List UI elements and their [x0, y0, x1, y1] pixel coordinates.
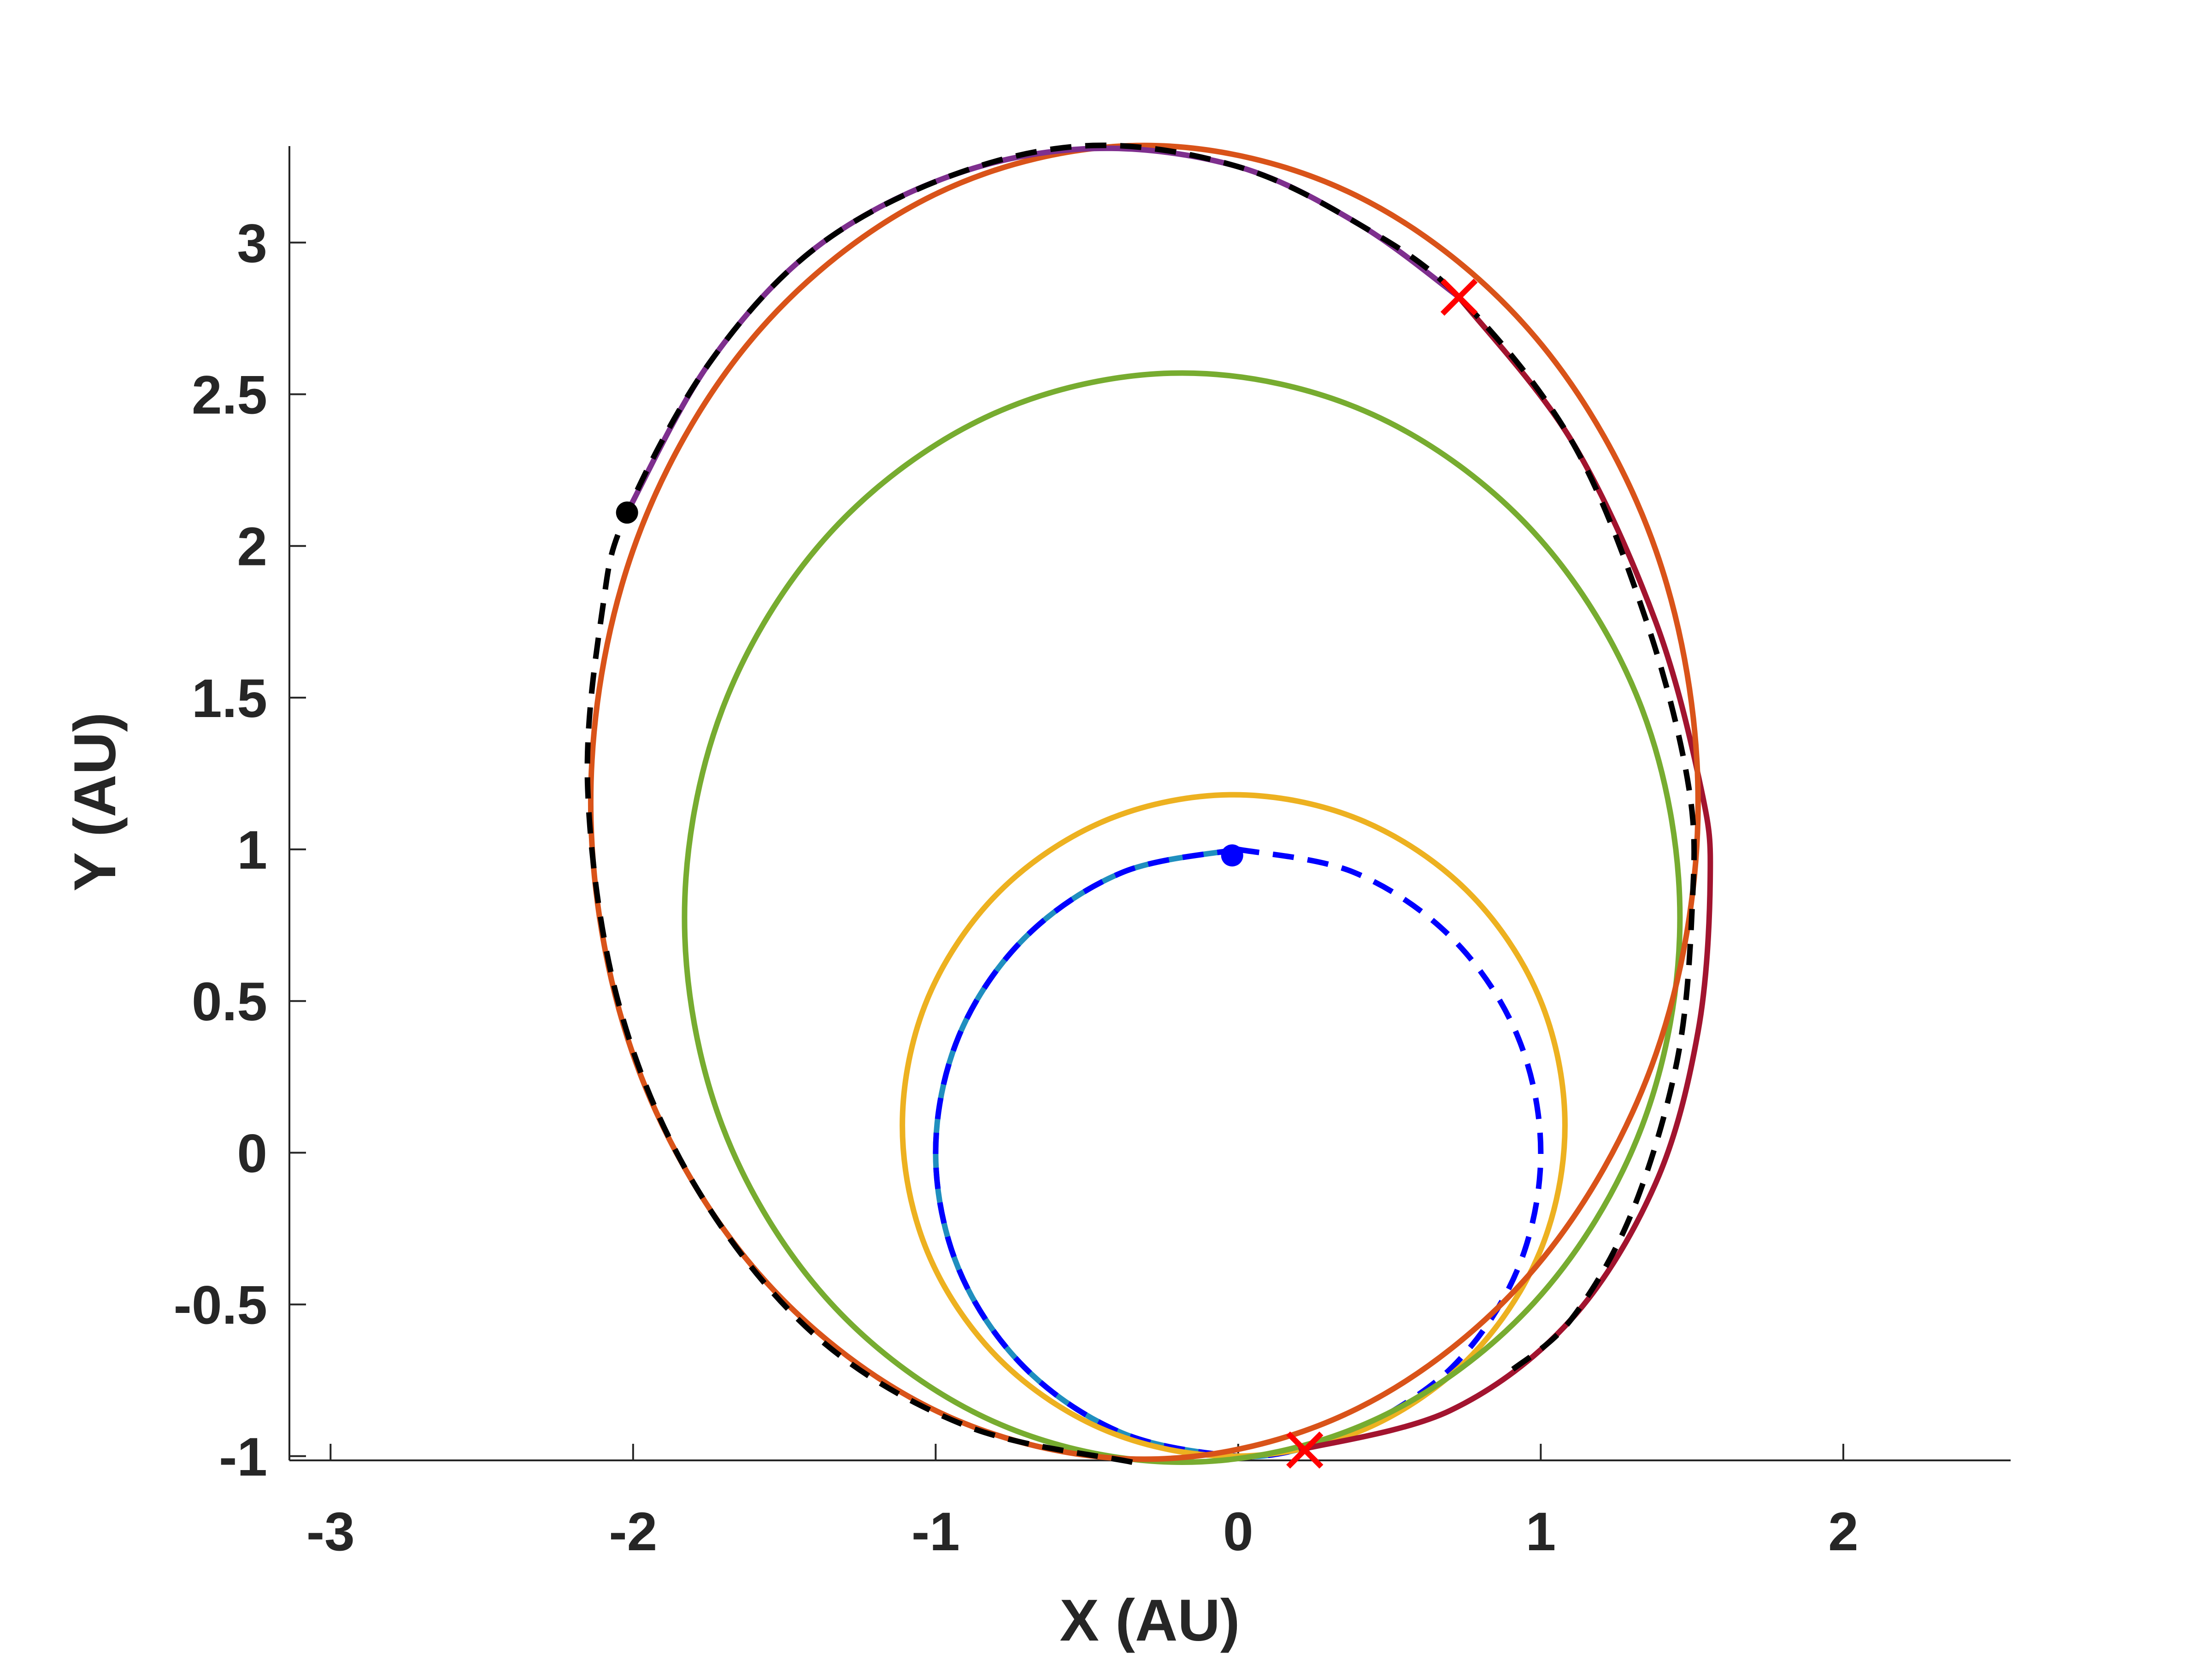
- point-marker: [616, 501, 638, 524]
- y-tick-label: 1: [237, 820, 267, 881]
- y-tick-label: 0: [237, 1123, 267, 1184]
- x-tick-label: 1: [1526, 1501, 1556, 1562]
- orbit-line: [933, 847, 1307, 1459]
- y-tick-label: 2: [237, 517, 267, 577]
- y-tick-label: 2.5: [192, 365, 267, 426]
- orbit-line: [682, 370, 1683, 1465]
- y-tick-label: 3: [237, 213, 267, 274]
- cross-marker: [1440, 278, 1478, 316]
- y-tick-label: -0.5: [174, 1275, 267, 1336]
- orbit-line: [1237, 847, 1544, 1451]
- y-tick-label: 1.5: [192, 668, 267, 729]
- y-tick-label: -1: [219, 1427, 267, 1488]
- x-tick-label: -1: [912, 1501, 960, 1562]
- x-axis-label: X (AU): [1059, 1588, 1240, 1653]
- orbit-line: [624, 145, 1461, 514]
- orbit-line: [900, 792, 1568, 1459]
- x-tick-label: -3: [306, 1501, 355, 1562]
- plot-area: [584, 142, 1713, 1469]
- orbit-line: [584, 142, 1697, 1465]
- orbit-line: [588, 142, 1701, 1462]
- y-axis-label: Y (AU): [62, 712, 128, 892]
- cross-marker: [1286, 1431, 1324, 1469]
- x-tick-label: 2: [1828, 1501, 1859, 1562]
- x-tick-label: 0: [1223, 1501, 1253, 1562]
- y-tick-label: 0.5: [192, 971, 267, 1032]
- axes: -3 -2 -1 0 1 2 -1 -0.5 0 0.5 1 1.5 2 2.5 3: [174, 146, 2011, 1562]
- point-marker: [1221, 844, 1243, 867]
- x-tick-label: -2: [609, 1501, 657, 1562]
- orbit-line: [933, 847, 1307, 1459]
